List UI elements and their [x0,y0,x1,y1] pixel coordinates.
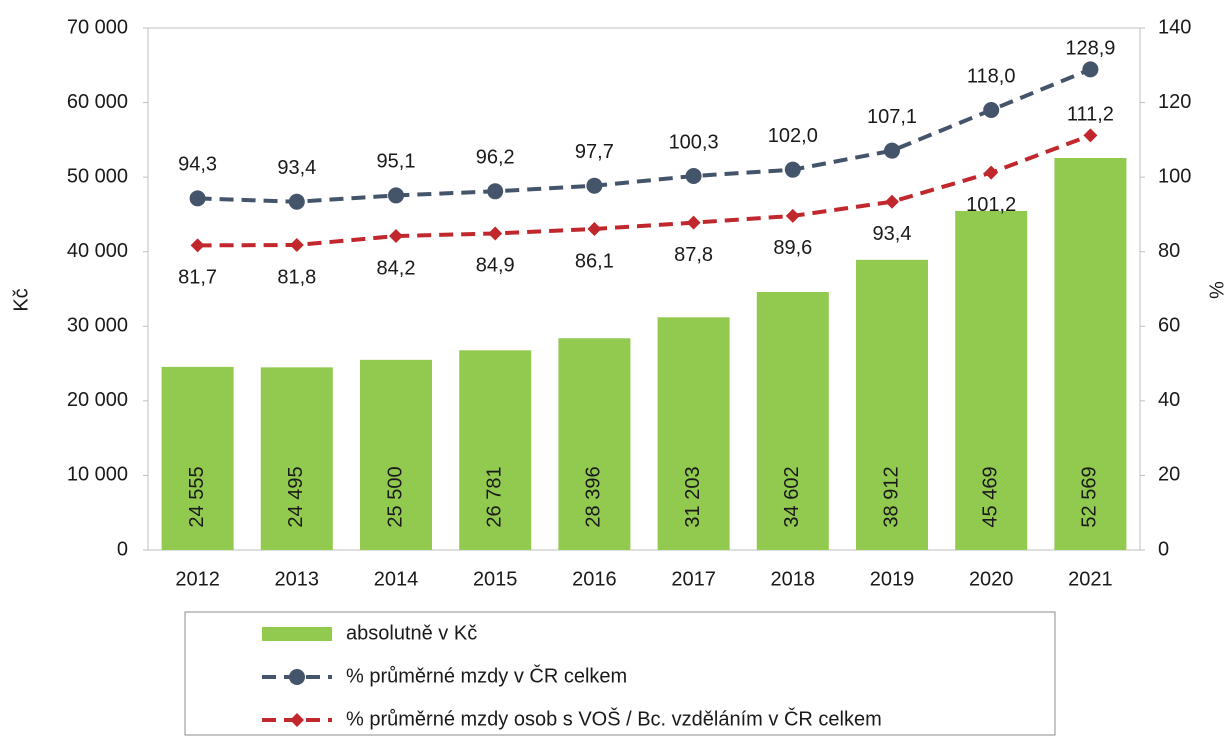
legend-swatch [262,627,332,641]
y2-tick-label: 40 [1158,389,1180,411]
bar [260,367,333,550]
marker [190,238,205,253]
y2-tick-label: 80 [1158,240,1180,262]
marker [984,165,999,180]
marker [389,229,403,244]
marker [1083,128,1098,143]
legend-label: absolutně v Kč [346,622,477,644]
legend-marker [290,713,304,727]
bar [161,366,234,550]
bar [459,350,532,550]
y2-tick-label: 0 [1158,538,1169,560]
data-label: 81,7 [178,267,217,289]
y-tick-label: 50 000 [67,165,128,187]
plot-frame [147,27,1141,551]
data-label: 96,2 [476,147,515,169]
y2-tick-label: 60 [1158,315,1180,337]
y2-tick-label: 20 [1158,464,1180,486]
y-tick-label: 60 000 [67,91,128,113]
data-label: 128,9 [1065,38,1115,60]
legend-marker [289,669,305,685]
marker [885,194,899,209]
data-label: 100,3 [669,131,719,153]
bar-value-label: 24 495 [285,466,307,527]
marker [488,226,503,241]
marker [785,208,800,223]
bar [856,259,928,550]
y-tick-label: 70 000 [67,16,128,38]
data-label: 97,7 [575,141,614,163]
marker [686,215,701,230]
data-label: 84,2 [377,257,416,279]
data-label: 87,8 [674,244,713,266]
bar [955,210,1028,551]
y-axis-title: Kč [10,288,32,311]
bar-value-label: 38 912 [880,466,902,527]
data-label: 102,0 [768,125,818,147]
data-label: 95,1 [377,151,416,173]
data-label: 84,9 [476,255,515,277]
marker [388,187,404,204]
x-tick-label: 2015 [473,568,518,590]
x-tick-label: 2014 [374,568,419,590]
marker [884,142,900,159]
legend-label: % průměrné mzdy v ČR celkem [346,664,627,687]
x-tick-label: 2020 [969,568,1014,590]
x-tick-label: 2018 [771,568,816,590]
data-label: 81,8 [277,266,316,288]
line [197,67,1092,204]
bar-value-label: 24 555 [186,466,208,527]
marker [289,238,304,253]
marker [685,168,702,185]
bar [756,291,829,550]
y-tick-label: 40 000 [67,240,128,262]
marker [587,221,602,236]
data-label: 101,2 [966,194,1016,216]
x-tick-label: 2021 [1068,568,1113,590]
data-label: 93,4 [277,157,316,179]
y2-axis-title: % [1205,281,1227,299]
bar [360,359,432,550]
x-tick-label: 2012 [175,568,220,590]
data-label: 111,2 [1067,104,1114,126]
bar-value-label: 25 500 [384,466,406,527]
marker [983,102,1000,119]
bar-value-label: 52 569 [1079,466,1101,527]
y2-tick-label: 100 [1158,165,1191,187]
bar [1054,157,1127,550]
bar-value-label: 31 203 [682,466,704,527]
marker [288,193,305,210]
marker [784,161,801,178]
y2-tick-label: 140 [1158,16,1191,38]
line [197,133,1092,248]
x-tick-label: 2016 [572,568,617,590]
x-tick-label: 2017 [671,568,716,590]
bar [558,338,631,550]
data-label: 118,0 [967,65,1016,87]
marker [487,183,504,200]
y2-tick-label: 120 [1158,91,1191,113]
marker [189,190,206,207]
marker [1082,61,1099,78]
marker [586,177,603,194]
y-tick-label: 0 [117,538,128,560]
x-tick-label: 2013 [275,568,320,590]
y-tick-label: 10 000 [67,464,128,486]
data-label: 86,1 [575,250,614,272]
legend-label: % průměrné mzdy osob s VOŠ / Bc. vzdělán… [346,707,882,730]
bar [657,317,730,550]
data-label: 94,3 [178,154,217,176]
bar-value-label: 28 396 [583,466,605,527]
y-tick-label: 20 000 [67,389,128,411]
data-label: 89,6 [773,237,812,259]
bar-value-label: 26 781 [483,466,505,527]
x-tick-label: 2019 [870,568,915,590]
data-label: 107,1 [867,106,917,128]
data-label: 93,4 [873,223,912,245]
bar-value-label: 45 469 [979,466,1001,527]
bar-value-label: 34 602 [781,466,803,527]
y-tick-label: 30 000 [67,315,128,337]
